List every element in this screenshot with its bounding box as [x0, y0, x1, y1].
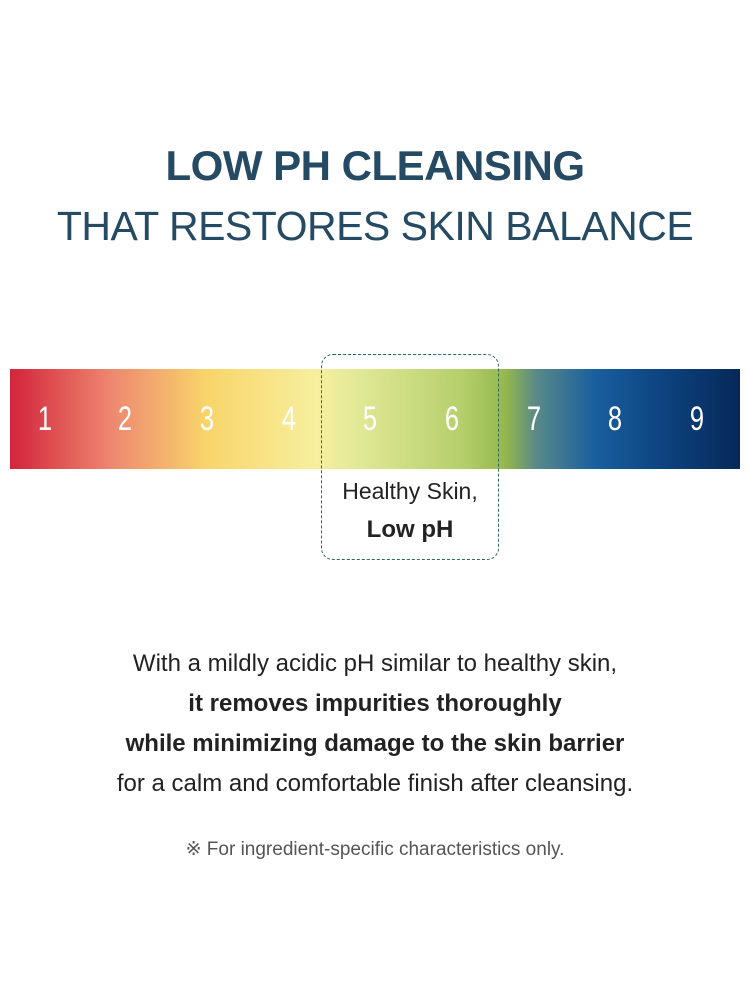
heading-line-2: THAT RESTORES SKIN BALANCE: [56, 203, 694, 249]
highlight-label-low-ph: Low pH: [366, 516, 454, 543]
description-line-4: for a calm and comfortable finish after …: [116, 770, 634, 797]
ph-label-1: 1: [37, 400, 53, 438]
ph-label-5: 5: [362, 400, 378, 438]
highlight-label-healthy-skin: Healthy Skin,: [342, 478, 478, 504]
ph-label-4: 4: [281, 400, 297, 438]
description-line-2: it removes impurities thoroughly: [188, 690, 562, 717]
ph-label-9: 9: [689, 400, 705, 438]
ph-label-6: 6: [444, 400, 460, 438]
ph-label-7: 7: [526, 400, 542, 438]
description: With a mildly acidic pH similar to healt…: [0, 644, 750, 804]
ph-scale-bar: 1 2 3 4 5 6 7 8 9: [10, 369, 740, 469]
disclaimer-note: ※ For ingredient-specific characteristic…: [185, 839, 565, 860]
description-line-1: With a mildly acidic pH similar to healt…: [132, 650, 618, 677]
heading-line-1: LOW PH CLEANSING: [165, 142, 586, 189]
ph-label-2: 2: [117, 400, 133, 438]
healthy-skin-highlight-box: [321, 354, 499, 560]
description-line-3: while minimizing damage to the skin barr…: [125, 730, 625, 757]
ph-label-8: 8: [607, 400, 623, 438]
ph-label-3: 3: [199, 400, 215, 438]
